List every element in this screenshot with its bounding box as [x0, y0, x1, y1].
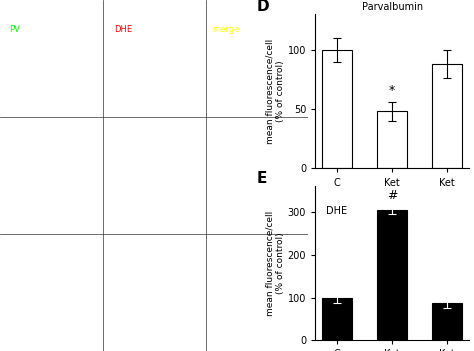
Title: Parvalbumin: Parvalbumin	[362, 2, 423, 12]
Text: merge: merge	[212, 25, 240, 34]
Text: #: #	[387, 189, 398, 202]
Text: ketamine: ketamine	[6, 132, 46, 141]
Bar	[377, 112, 407, 168]
Text: C: C	[6, 242, 15, 255]
Bar	[432, 64, 462, 168]
Y-axis label: mean fluorescence/cell
(% of control): mean fluorescence/cell (% of control)	[265, 39, 285, 144]
Y-axis label: mean fluorescence/cell
(% of control): mean fluorescence/cell (% of control)	[265, 211, 285, 316]
Text: DHE: DHE	[326, 206, 347, 216]
Bar	[322, 298, 352, 340]
Bar	[322, 50, 352, 168]
Text: control: control	[6, 247, 36, 257]
Text: D: D	[257, 0, 269, 14]
Text: PV: PV	[9, 25, 20, 34]
Text: E: E	[257, 171, 267, 186]
Text: DHE: DHE	[114, 25, 132, 34]
Text: Ketamine: Ketamine	[6, 324, 46, 333]
Bar	[432, 303, 462, 340]
Text: + Muscimol: + Muscimol	[6, 338, 55, 347]
Text: *: *	[389, 84, 395, 97]
Text: B: B	[6, 126, 16, 139]
Text: A: A	[6, 11, 16, 24]
Bar	[377, 210, 407, 340]
